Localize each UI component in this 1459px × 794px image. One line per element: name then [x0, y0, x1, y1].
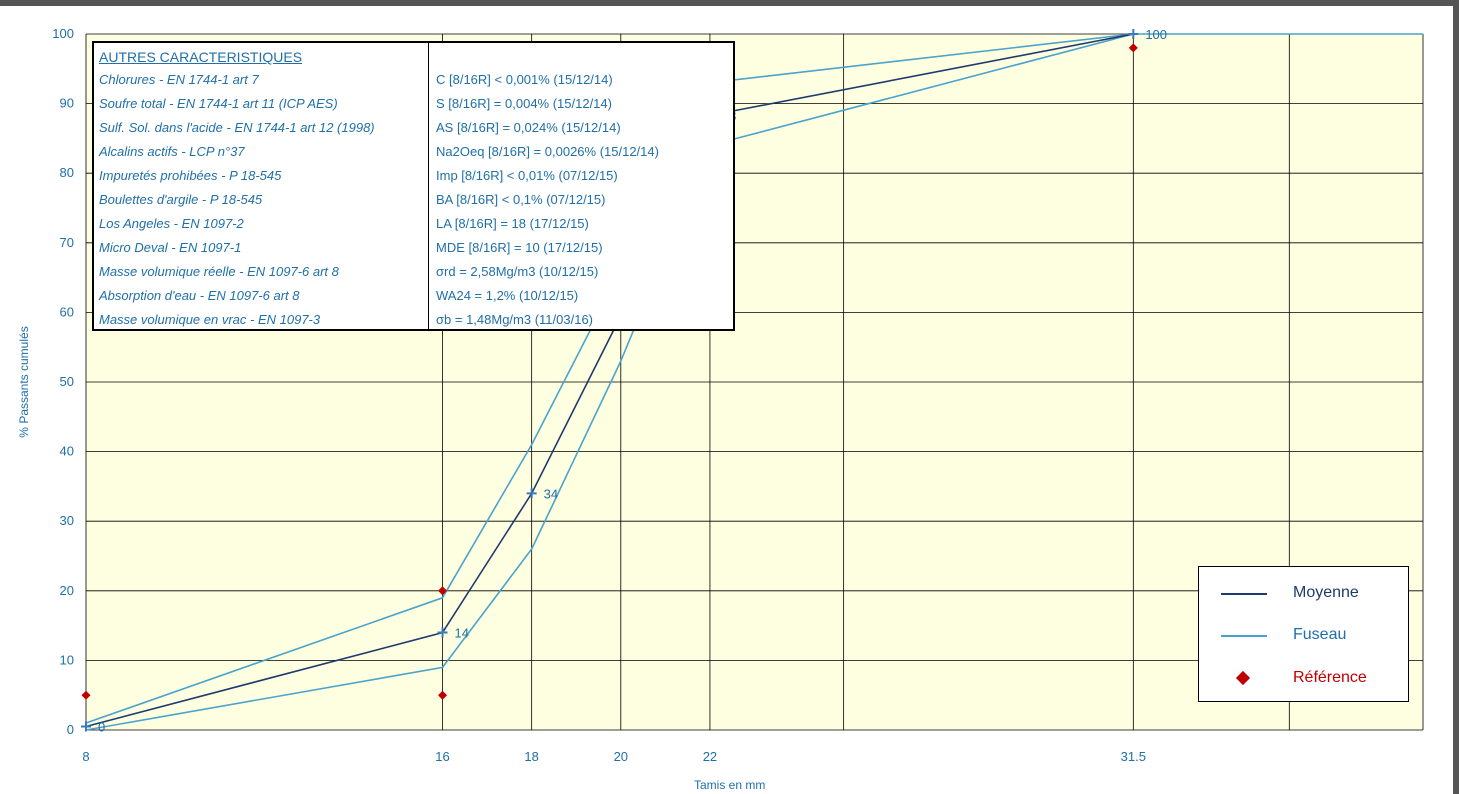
y-tick-labels: 0 10 20 30 40 50 60 70 80 90 100	[52, 26, 74, 737]
legend-label: Fuseau	[1293, 626, 1347, 643]
y-tick-label: 50	[60, 374, 74, 389]
test-value: BA [8/16R] < 0,1% (07/12/15)	[436, 192, 606, 207]
test-value: MDE [8/16R] = 10 (17/12/15)	[436, 240, 603, 255]
moyenne-point	[526, 488, 537, 499]
reference-point	[438, 586, 448, 596]
test-value: LA [8/16R] = 18 (17/12/15)	[436, 216, 589, 231]
moyenne-point	[1128, 29, 1139, 39]
table-row: Masse volumique en vrac - EN 1097-3 σb =…	[94, 312, 733, 336]
moyenne-line	[85, 33, 1134, 728]
y-tick-label: 70	[60, 235, 74, 250]
legend-swatch-moyenne	[1221, 593, 1267, 595]
x-tick-label: 8	[82, 749, 89, 764]
moyenne-point	[437, 627, 448, 638]
y-axis-title: % Passants cumulés	[17, 326, 31, 437]
x-tick-label: 18	[524, 749, 538, 764]
x-tick-label: 20	[614, 749, 628, 764]
test-name: Masse volumique réelle - EN 1097-6 art 8	[99, 264, 339, 279]
y-tick-label: 20	[60, 583, 74, 598]
table-row: Sulf. Sol. dans l'acide - EN 1744-1 art …	[94, 120, 733, 144]
data-label: 34	[544, 486, 558, 501]
y-tick-label: 40	[60, 444, 74, 459]
test-value: AS [8/16R] = 0,024% (15/12/14)	[436, 120, 621, 135]
test-name: Soufre total - EN 1744-1 art 11 (ICP AES…	[99, 96, 338, 111]
table-title: AUTRES CARACTERISTIQUES	[99, 49, 303, 65]
test-name: Impuretés prohibées - P 18-545	[99, 168, 282, 183]
table-divider	[428, 43, 429, 329]
reference-point	[1128, 43, 1138, 53]
test-name: Masse volumique en vrac - EN 1097-3	[99, 312, 321, 327]
test-value: σrd = 2,58Mg/m3 (10/12/15)	[436, 264, 599, 279]
test-name: Los Angeles - EN 1097-2	[99, 216, 244, 231]
test-value: σb = 1,48Mg/m3 (11/03/16)	[436, 312, 594, 327]
characteristics-table: AUTRES CARACTERISTIQUES Chlorures - EN 1…	[92, 41, 735, 331]
test-name: Boulettes d'argile - P 18-545	[99, 192, 263, 207]
test-name: Alcalins actifs - LCP n°37	[99, 144, 245, 159]
y-tick-label: 60	[60, 304, 74, 319]
test-value: Imp [8/16R] < 0,01% (07/12/15)	[436, 168, 618, 183]
x-axis-title: Tamis en mm	[694, 778, 765, 792]
table-row: Masse volumique réelle - EN 1097-6 art 8…	[94, 264, 733, 288]
chart-legend: Moyenne Fuseau Référence	[1198, 566, 1409, 702]
data-label: 14	[455, 626, 469, 641]
x-tick-label: 31.5	[1121, 749, 1146, 764]
test-name: Chlorures - EN 1744-1 art 7	[99, 72, 259, 87]
test-value: WA24 = 1,2% (10/12/15)	[436, 288, 579, 303]
y-tick-label: 30	[60, 513, 74, 528]
table-row: Alcalins actifs - LCP n°37 Na2Oeq [8/16R…	[94, 144, 733, 168]
y-tick-label: 10	[60, 652, 74, 667]
test-name: Micro Deval - EN 1097-1	[99, 240, 242, 255]
test-value: S [8/16R] = 0,004% (15/12/14)	[436, 96, 612, 111]
legend-item-moyenne: Moyenne	[1199, 582, 1408, 606]
table-row: Boulettes d'argile - P 18-545 BA [8/16R]…	[94, 192, 733, 216]
reference-point	[438, 690, 448, 700]
legend-label: Moyenne	[1293, 584, 1359, 601]
table-row: Absorption d'eau - EN 1097-6 art 8 WA24 …	[94, 288, 733, 312]
y-tick-label: 90	[60, 96, 74, 111]
table-row: Chlorures - EN 1744-1 art 7 C [8/16R] < …	[94, 72, 733, 96]
table-row: Soufre total - EN 1744-1 art 11 (ICP AES…	[94, 96, 733, 120]
table-row: Impuretés prohibées - P 18-545 Imp [8/16…	[94, 168, 733, 192]
y-tick-label: 80	[60, 165, 74, 180]
legend-item-fuseau: Fuseau	[1199, 624, 1408, 648]
legend-label: Référence	[1293, 669, 1367, 686]
frame-right-border	[1453, 0, 1459, 794]
x-tick-labels: 8 16 18 20 22 31.5	[82, 749, 1146, 764]
frame-top-border	[0, 0, 1459, 6]
data-label: 0	[98, 720, 105, 735]
fuseau-lower-line	[85, 33, 1134, 731]
table-row: Los Angeles - EN 1097-2 LA [8/16R] = 18 …	[94, 216, 733, 240]
test-value: Na2Oeq [8/16R] = 0,0026% (15/12/14)	[436, 144, 659, 159]
table-row: Micro Deval - EN 1097-1 MDE [8/16R] = 10…	[94, 240, 733, 264]
moyenne-point	[81, 721, 91, 732]
test-value: C [8/16R] < 0,001% (15/12/14)	[436, 72, 613, 87]
y-tick-label: 100	[52, 26, 74, 41]
reference-point	[81, 690, 91, 700]
y-tick-label: 0	[67, 722, 74, 737]
legend-swatch-fuseau	[1221, 635, 1267, 637]
x-tick-label: 16	[435, 749, 449, 764]
test-name: Sulf. Sol. dans l'acide - EN 1744-1 art …	[99, 120, 375, 135]
data-label: 100	[1145, 27, 1167, 42]
legend-item-reference: Référence	[1199, 667, 1408, 691]
legend-swatch-reference	[1235, 670, 1251, 686]
test-name: Absorption d'eau - EN 1097-6 art 8	[99, 288, 300, 303]
x-tick-label: 22	[703, 749, 717, 764]
